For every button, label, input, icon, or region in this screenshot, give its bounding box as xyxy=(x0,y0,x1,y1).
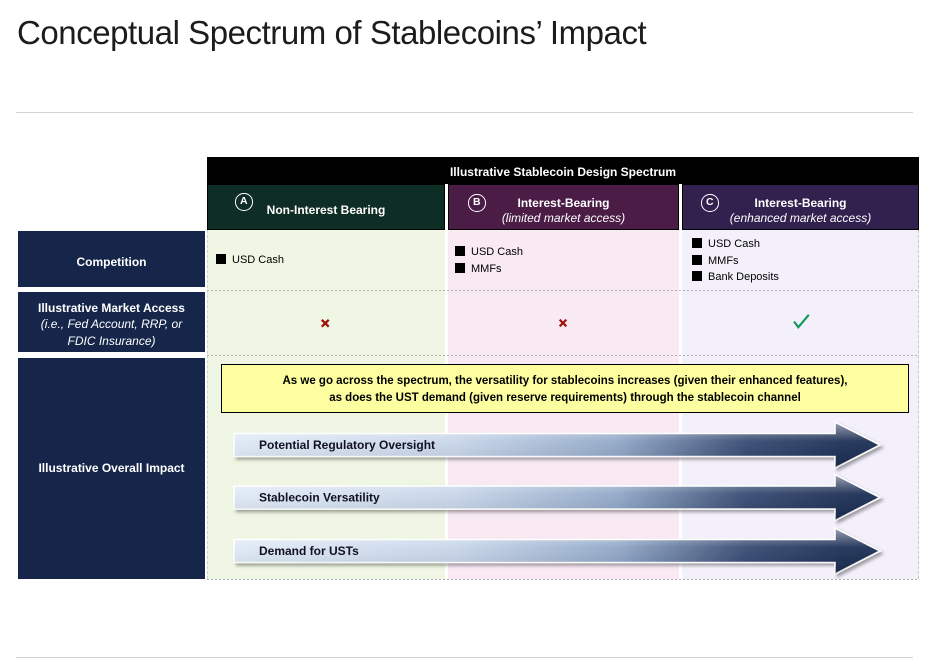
svg-text:Demand for USTs: Demand for USTs xyxy=(259,544,359,558)
svg-text:Potential Regulatory Oversight: Potential Regulatory Oversight xyxy=(259,438,435,452)
svg-text:Stablecoin Versatility: Stablecoin Versatility xyxy=(259,491,380,505)
